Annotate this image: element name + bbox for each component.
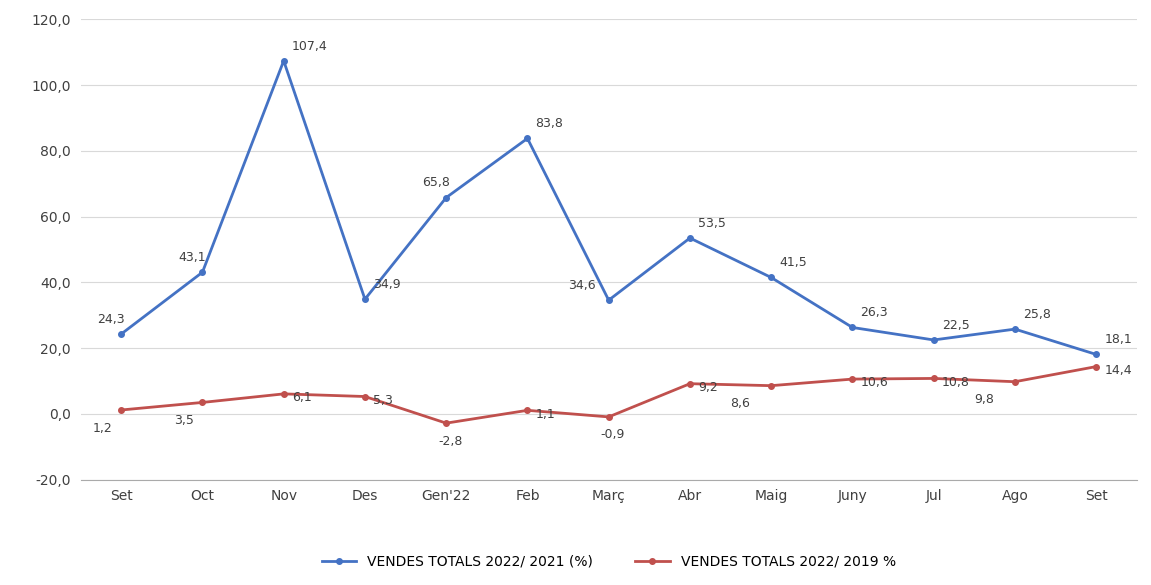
VENDES TOTALS 2022/ 2021 (%) bbox=[276, 57, 290, 64]
Text: 10,8: 10,8 bbox=[942, 376, 969, 389]
Text: 25,8: 25,8 bbox=[1023, 308, 1051, 321]
VENDES TOTALS 2022/ 2019 % bbox=[358, 393, 372, 400]
VENDES TOTALS 2022/ 2021 (%) bbox=[358, 295, 372, 302]
VENDES TOTALS 2022/ 2019 % bbox=[764, 382, 778, 389]
Text: 83,8: 83,8 bbox=[535, 117, 564, 130]
VENDES TOTALS 2022/ 2019 % bbox=[276, 390, 290, 397]
Text: 26,3: 26,3 bbox=[861, 307, 889, 319]
VENDES TOTALS 2022/ 2021 (%) bbox=[683, 235, 696, 242]
VENDES TOTALS 2022/ 2019 % bbox=[1008, 378, 1022, 386]
Text: 5,3: 5,3 bbox=[373, 394, 392, 407]
Text: 9,2: 9,2 bbox=[698, 381, 718, 394]
Text: 43,1: 43,1 bbox=[178, 251, 206, 264]
Legend: VENDES TOTALS 2022/ 2021 (%), VENDES TOTALS 2022/ 2019 %: VENDES TOTALS 2022/ 2021 (%), VENDES TOT… bbox=[317, 549, 901, 574]
VENDES TOTALS 2022/ 2019 % bbox=[846, 376, 860, 383]
VENDES TOTALS 2022/ 2021 (%) bbox=[196, 269, 209, 276]
VENDES TOTALS 2022/ 2021 (%) bbox=[927, 336, 940, 343]
Text: 24,3: 24,3 bbox=[97, 313, 124, 326]
VENDES TOTALS 2022/ 2021 (%) bbox=[846, 324, 860, 331]
Text: 34,9: 34,9 bbox=[373, 278, 401, 291]
VENDES TOTALS 2022/ 2021 (%) bbox=[114, 331, 128, 338]
Text: 6,1: 6,1 bbox=[292, 391, 312, 404]
Text: 9,8: 9,8 bbox=[974, 393, 994, 406]
Text: 14,4: 14,4 bbox=[1104, 364, 1131, 377]
VENDES TOTALS 2022/ 2019 % bbox=[927, 375, 940, 382]
VENDES TOTALS 2022/ 2021 (%) bbox=[1089, 351, 1103, 358]
Text: 10,6: 10,6 bbox=[861, 377, 889, 390]
Text: 107,4: 107,4 bbox=[292, 40, 328, 53]
Text: 1,2: 1,2 bbox=[93, 422, 113, 435]
VENDES TOTALS 2022/ 2019 % bbox=[683, 380, 696, 387]
VENDES TOTALS 2022/ 2019 % bbox=[440, 419, 453, 426]
Text: -2,8: -2,8 bbox=[439, 435, 463, 448]
VENDES TOTALS 2022/ 2021 (%) bbox=[764, 274, 778, 281]
Text: 18,1: 18,1 bbox=[1104, 333, 1133, 346]
Text: 3,5: 3,5 bbox=[174, 414, 193, 427]
Text: 53,5: 53,5 bbox=[698, 217, 726, 230]
VENDES TOTALS 2022/ 2019 % bbox=[196, 399, 209, 406]
Text: 34,6: 34,6 bbox=[569, 279, 596, 292]
Line: VENDES TOTALS 2022/ 2021 (%): VENDES TOTALS 2022/ 2021 (%) bbox=[119, 58, 1099, 357]
VENDES TOTALS 2022/ 2021 (%) bbox=[1008, 326, 1022, 333]
VENDES TOTALS 2022/ 2019 % bbox=[1089, 363, 1103, 370]
VENDES TOTALS 2022/ 2021 (%) bbox=[440, 194, 453, 201]
Text: 65,8: 65,8 bbox=[421, 176, 450, 190]
VENDES TOTALS 2022/ 2019 % bbox=[602, 414, 616, 421]
Line: VENDES TOTALS 2022/ 2019 %: VENDES TOTALS 2022/ 2019 % bbox=[119, 364, 1099, 426]
Text: 41,5: 41,5 bbox=[779, 256, 807, 269]
VENDES TOTALS 2022/ 2021 (%) bbox=[520, 135, 534, 142]
VENDES TOTALS 2022/ 2019 % bbox=[114, 407, 128, 414]
Text: -0,9: -0,9 bbox=[601, 428, 625, 442]
Text: 1,1: 1,1 bbox=[535, 408, 555, 421]
VENDES TOTALS 2022/ 2019 % bbox=[520, 407, 534, 414]
Text: 22,5: 22,5 bbox=[942, 319, 969, 332]
VENDES TOTALS 2022/ 2021 (%) bbox=[602, 297, 616, 304]
Text: 8,6: 8,6 bbox=[731, 397, 750, 410]
